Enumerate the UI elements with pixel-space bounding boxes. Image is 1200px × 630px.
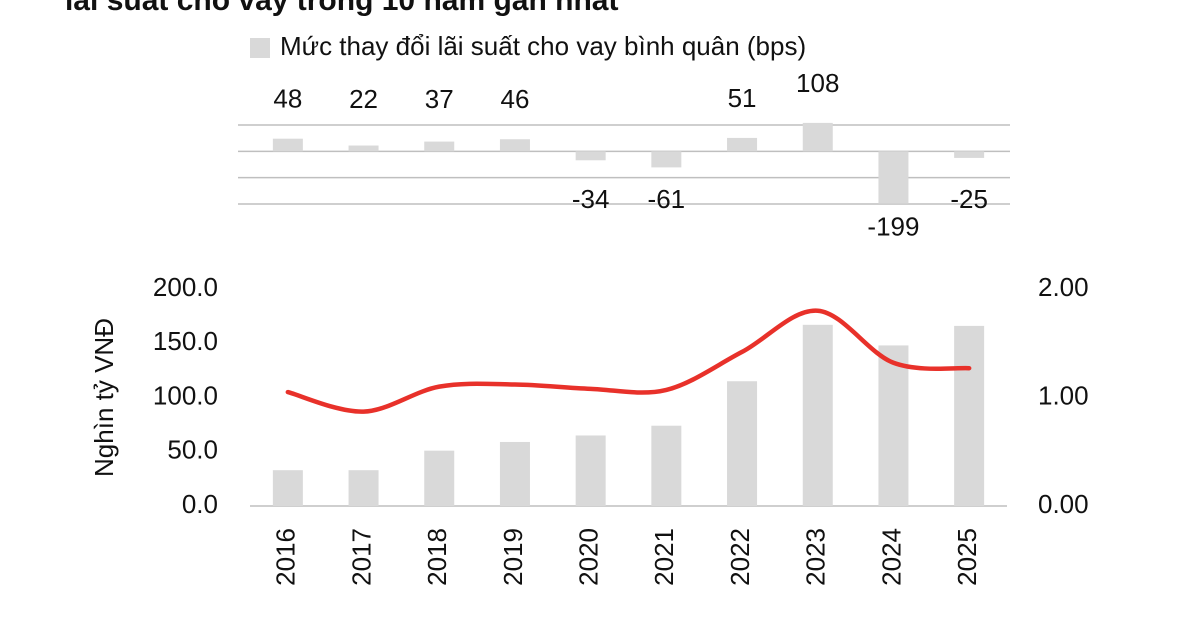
bar — [727, 137, 758, 152]
bar — [424, 141, 455, 152]
bar — [272, 470, 303, 506]
x-tick-label: 2019 — [498, 528, 528, 586]
y-tick-label: 200.0 — [153, 272, 218, 302]
bar — [499, 139, 530, 152]
y-tick-label: 50.0 — [167, 435, 218, 465]
y-tick-label: 150.0 — [153, 326, 218, 356]
x-tick-label: 2017 — [346, 528, 376, 586]
x-tick-label: 2021 — [649, 528, 679, 586]
y-axis-title: Nghìn tỷ VNĐ — [89, 318, 119, 477]
bar — [954, 325, 985, 506]
y-tick-label: 100.0 — [153, 380, 218, 410]
legend-swatch — [250, 38, 270, 58]
line — [285, 308, 972, 414]
data-label: -61 — [648, 184, 686, 214]
x-tick-label: 2025 — [952, 528, 982, 586]
bar — [802, 324, 833, 506]
bar — [575, 151, 606, 161]
data-label: -25 — [950, 184, 988, 214]
bar — [727, 381, 758, 506]
bar — [651, 425, 682, 506]
bar — [348, 470, 379, 506]
bar — [802, 122, 833, 152]
bar — [348, 145, 379, 152]
x-tick-label: 2022 — [725, 528, 755, 586]
bar — [272, 138, 303, 152]
bar — [878, 345, 909, 506]
x-tick-label: 2016 — [271, 528, 301, 586]
legend-label: Mức thay đổi lãi suất cho vay bình quân … — [280, 31, 806, 61]
data-label: 37 — [425, 84, 454, 114]
bar — [575, 435, 606, 506]
bar — [878, 151, 909, 204]
y2-tick-label: 1.00 — [1038, 380, 1089, 410]
data-label: 48 — [273, 84, 302, 114]
bar — [954, 151, 985, 158]
y-tick-label: 0.0 — [182, 489, 218, 519]
data-label: 108 — [796, 68, 839, 98]
y2-tick-label: 0.00 — [1038, 489, 1089, 519]
data-label: 46 — [500, 84, 529, 114]
data-label: 51 — [728, 83, 757, 113]
bar — [424, 450, 455, 506]
x-tick-label: 2023 — [801, 528, 831, 586]
bar — [499, 441, 530, 506]
data-label: 22 — [349, 84, 378, 114]
x-tick-label: 2020 — [574, 528, 604, 586]
y2-tick-label: 2.00 — [1038, 272, 1089, 302]
x-tick-label: 2018 — [422, 528, 452, 586]
chart-title: lãi suất cho vay trong 10 năm gần nhất — [65, 0, 618, 17]
bar — [651, 151, 682, 168]
x-tick-label: 2024 — [876, 528, 906, 586]
data-label: -199 — [867, 212, 919, 242]
data-label: -34 — [572, 184, 610, 214]
